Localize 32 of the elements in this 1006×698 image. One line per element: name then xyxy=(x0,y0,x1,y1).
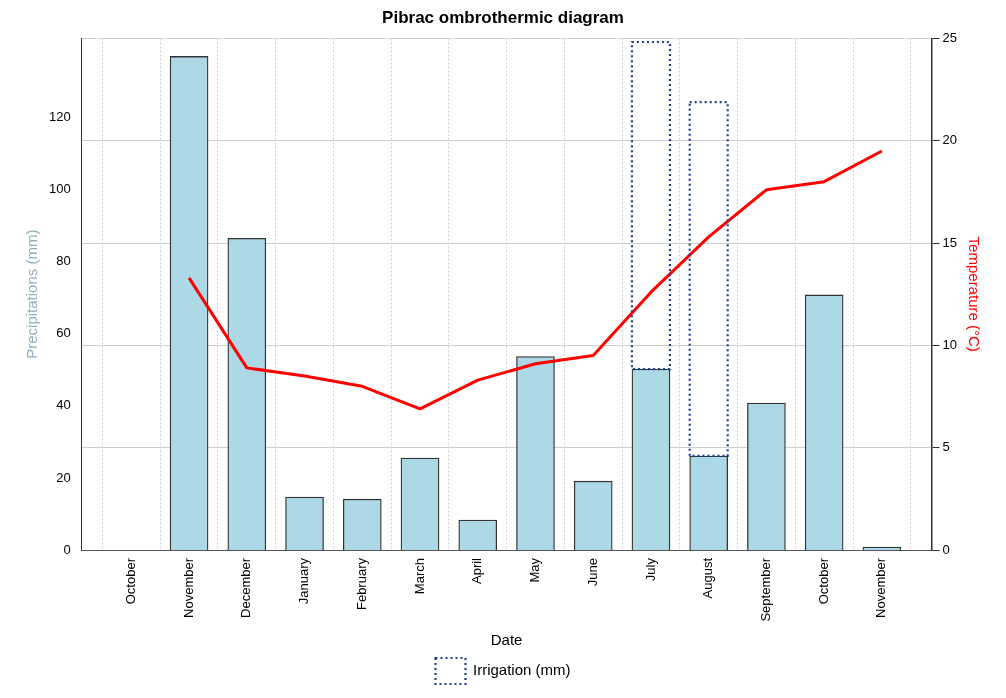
y-tick-label: 60 xyxy=(56,325,71,341)
x-tick-label: October xyxy=(122,557,138,605)
x-tick-label: August xyxy=(700,557,716,599)
y2-tick-label: 25 xyxy=(942,29,958,45)
y-tick-label: 0 xyxy=(63,541,71,557)
y2-tick-label: 15 xyxy=(942,234,958,250)
y-tick-label: 80 xyxy=(56,253,71,269)
y-tick-label: 40 xyxy=(56,397,71,413)
y2-axis-title: Temperature (°C) xyxy=(965,236,983,352)
y-tick-label: 120 xyxy=(48,109,71,125)
y-tick-label: 20 xyxy=(56,469,71,485)
x-tick-label: May xyxy=(527,557,543,583)
x-tick-label: January xyxy=(296,557,312,605)
chart-title: Pibrac ombrothermic diagram xyxy=(382,7,624,27)
x-tick-label: February xyxy=(353,557,369,611)
x-tick-label: November xyxy=(873,557,889,618)
x-tick-label: March xyxy=(411,558,427,595)
x-tick-label: April xyxy=(469,557,485,585)
y2-tick-label: 0 xyxy=(942,541,950,557)
y2-tick-label: 5 xyxy=(942,439,950,455)
x-tick-label: December xyxy=(238,557,254,618)
y2-tick-label: 20 xyxy=(942,132,958,148)
x-tick-label: November xyxy=(180,557,196,618)
y-axis-title: Precipitations (mm) xyxy=(23,229,41,359)
legend-label: Irrigation (mm) xyxy=(473,661,571,679)
x-tick-label: October xyxy=(815,557,831,605)
y2-tick-label: 10 xyxy=(942,336,958,352)
x-tick-label: June xyxy=(584,558,600,587)
y-tick-label: 100 xyxy=(48,181,71,197)
x-tick-label: July xyxy=(642,557,658,582)
x-axis-title: Date xyxy=(490,631,523,649)
x-tick-label: September xyxy=(758,557,773,622)
